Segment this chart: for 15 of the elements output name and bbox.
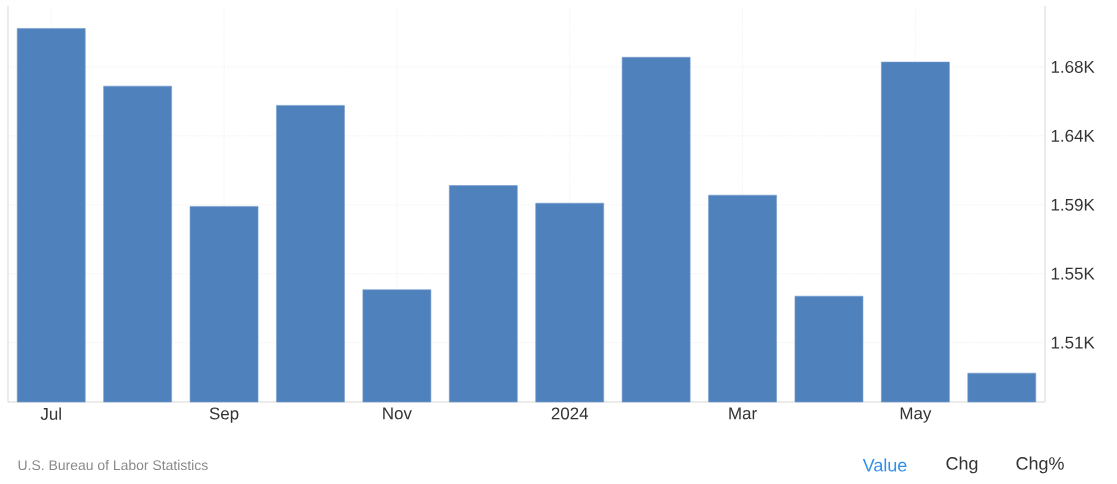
x-tick-label: Jul (40, 407, 61, 420)
text: U.S. Bureau of Labor Statistics (18, 459, 208, 471)
text: Chg (946, 456, 978, 474)
x-tick-label: Mar (729, 407, 757, 420)
x-tick-label: 2024 (551, 407, 589, 420)
y-tick-label: 1.68K (1051, 60, 1095, 73)
y-tick-label: 1.55K (1051, 267, 1095, 280)
text: Value (862, 458, 907, 472)
x-tick-label: May (900, 407, 932, 423)
text: Chg% (1016, 456, 1064, 474)
x-tick-label: Sep (209, 407, 239, 423)
y-tick-label: 1.64K (1051, 129, 1095, 142)
y-tick-label: 1.59K (1051, 198, 1095, 211)
x-tick-label: Nov (383, 407, 412, 420)
y-tick-label: 1.51K (1051, 336, 1095, 349)
